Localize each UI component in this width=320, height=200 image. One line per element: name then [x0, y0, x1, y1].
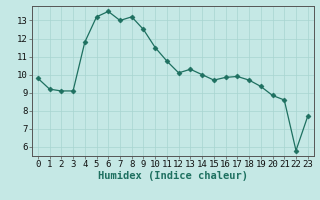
X-axis label: Humidex (Indice chaleur): Humidex (Indice chaleur): [98, 171, 248, 181]
